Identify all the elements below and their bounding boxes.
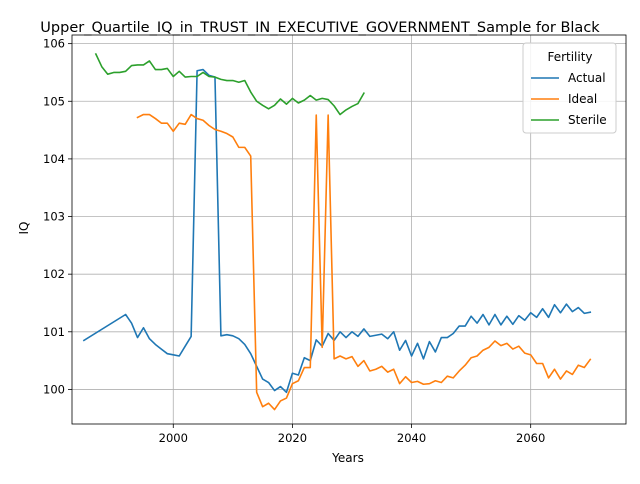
y-tick-label: 102 [43, 267, 65, 281]
y-tick-label: 101 [43, 325, 65, 339]
series-line-sterile [94, 52, 365, 116]
x-axis-label: Years [331, 451, 364, 465]
y-tick-label: 103 [43, 210, 65, 224]
y-tick-label: 106 [43, 37, 65, 51]
y-tick-label: 105 [43, 94, 65, 108]
y-tick-label: 100 [43, 382, 65, 396]
legend-label-actual: Actual [568, 71, 606, 85]
series-lines [82, 52, 592, 411]
x-tick-label: 2040 [397, 431, 426, 445]
chart-title: Upper_Quartile_IQ_in_TRUST_IN_EXECUTIVE_… [40, 20, 600, 36]
series-line-ideal [136, 113, 592, 411]
x-tick-label: 2020 [278, 431, 307, 445]
axis-ticks: 2000 2020 2040 2060 100 101 102 103 104 105 106 [43, 37, 545, 445]
series-line-actual [82, 68, 592, 394]
x-tick-label: 2000 [159, 431, 188, 445]
legend-title: Fertility [547, 50, 592, 64]
legend-entries: Actual Ideal Sterile [531, 71, 607, 127]
plot-frame [71, 34, 627, 425]
x-tick-label: 2060 [516, 431, 545, 445]
y-axis-label: IQ [17, 222, 31, 235]
legend-box [522, 42, 617, 134]
legend-label-sterile: Sterile [568, 113, 607, 127]
legend-label-ideal: Ideal [568, 92, 597, 106]
legend: Fertility Actual Ideal Sterile [522, 42, 617, 134]
y-tick-label: 104 [43, 152, 65, 166]
